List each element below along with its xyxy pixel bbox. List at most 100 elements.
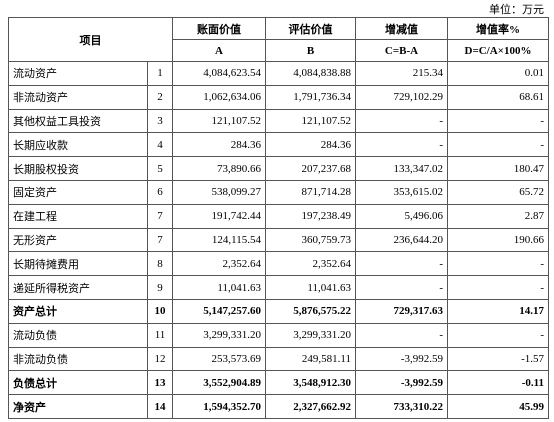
value-cell: 0.01 [447,61,549,86]
value-cell: - [447,322,549,348]
value-cell: 65.72 [447,179,549,205]
table-row: 在建工程 7 191,742.44 197,238.49 5,496.06 2.87 [8,203,549,229]
value-cell: 3,548,912.30 [265,370,356,396]
value-cell: 191,742.44 [172,203,266,229]
value-cell: 3,299,331.20 [265,322,356,348]
table-row: 其他权益工具投资 3 121,107.52 121,107.52- - [8,108,549,134]
value-cell: 121,107.52 [172,108,266,134]
item-cell: 长期待摊费用 [8,251,148,277]
table-row: 长期股权投资 5 73,890.66 207,237.68 133,347.02 180.… [8,156,549,181]
header-cell: 增值率% [447,17,549,40]
value-cell: - [355,108,448,134]
value-cell: 353,615.02 [355,179,448,205]
value-cell: 2,352.64 [265,251,356,277]
index-cell: 4 [147,132,173,158]
value-cell: - [447,132,549,158]
index-cell: 9 [147,275,173,300]
value-cell: 180.47 [447,156,549,181]
header-cell: C=B-A [355,39,448,62]
item-cell: 递延所得税资产 [8,275,148,300]
index-cell: 7 [147,203,173,229]
item-cell: 长期股权投资 [8,156,148,181]
item-cell: 流动资产 [8,61,148,86]
value-cell: 4,084,623.54 [172,61,266,86]
value-cell: - [447,275,549,300]
value-cell: 5,496.06 [355,203,448,229]
value-cell: - [447,108,549,134]
header-cell: A [172,39,266,62]
item-cell: 长期应收款 [8,132,148,158]
value-cell: 729,102.29 [355,84,448,110]
value-cell: - [447,251,549,277]
item-cell: 净资产 [8,394,148,419]
value-cell: 249,581.11 [265,346,356,372]
value-cell: 2.87 [447,203,549,229]
item-cell: 无形资产 [8,227,148,253]
value-cell: 284.36 [172,132,266,158]
value-cell: 538,099.27 [172,179,266,205]
index-cell: 7 [147,227,173,253]
index-cell: 1 [147,61,173,86]
value-cell: 2,327,662.92 [265,394,356,419]
header-cell: D=C/A×100% [447,39,549,62]
value-cell: - [355,275,448,300]
table-body: 流动资产 1 4,084,623.54 4,084,838.88 215.34 0.01 非… [8,61,549,419]
value-cell: 207,237.68 [265,156,356,181]
index-cell: 5 [147,156,173,181]
value-cell: 284.36 [265,132,356,158]
value-cell: 197,238.49 [265,203,356,229]
value-cell: 3,299,331.20 [172,322,266,348]
value-cell: 5,147,257.60 [172,298,266,324]
value-cell: 14.17 [447,298,549,324]
value-cell: -3,992.59 [355,370,448,396]
header-row: A B C=B-A D=C/A×100% [9,39,549,62]
item-cell: 固定资产 [8,179,148,205]
value-cell: 73,890.66 [172,156,266,181]
index-cell: 8 [147,251,173,277]
index-cell: 12 [147,346,173,372]
value-cell: 1,791,736.34 [265,84,356,110]
value-cell: 1,062,634.06 [172,84,266,110]
value-cell: -1.57 [447,346,549,372]
index-cell: 14 [147,394,173,419]
item-cell: 负债总计 [8,370,148,396]
item-cell: 非流动负债 [8,346,148,372]
table-row: 资产总计 10 5,147,257.60 5,876,575.22 729,317.63… [8,298,549,324]
value-cell: 68.61 [447,84,549,110]
value-cell: 215.34 [355,61,448,86]
value-cell: 729,317.63 [355,298,448,324]
value-cell: - [355,322,448,348]
value-cell: 4,084,838.88 [265,61,356,86]
value-cell: 190.66 [447,227,549,253]
header-row: 项目 账面价值 评估价值 增减值 增值率% [8,17,549,62]
item-cell: 流动负债 [8,322,148,348]
value-cell: 360,759.73 [265,227,356,253]
value-cell: 133,347.02 [355,156,448,181]
index-cell: 6 [147,179,173,205]
value-cell: -0.11 [447,370,549,396]
item-cell: 其他权益工具投资 [8,108,148,134]
value-cell: -3,992.59 [355,346,448,372]
table-row: 长期应收款 4 284.36 284.36- - [8,132,549,158]
value-cell: 253,573.69 [172,346,266,372]
value-cell: 2,352.64 [172,251,266,277]
index-cell: 11 [147,322,173,348]
value-cell: 11,041.63 [265,275,356,300]
table-row: 流动资产 1 4,084,623.54 4,084,838.88 215.34 0.01 [8,61,549,86]
value-cell: 1,594,352.70 [172,394,266,419]
value-cell: - [355,132,448,158]
header-cell: 评估价值 [265,17,356,40]
header-cell: 增减值 [355,17,448,40]
index-cell: 2 [147,84,173,110]
value-cell: 121,107.52 [265,108,356,134]
table-row: 流动负债 11 3,299,331.20 3,299,331.20- - [8,322,549,348]
item-cell: 非流动资产 [8,84,148,110]
unit-note: 单位：万元 [489,4,544,16]
item-cell: 在建工程 [8,203,148,229]
value-cell: 236,644.20 [355,227,448,253]
table-row: 负债总计 13 3,552,904.89 3,548,912.30 -3,992.59-… [8,370,549,396]
table-row: 固定资产 6 538,099.27 871,714.28 353,615.02 65.72 [8,179,549,205]
value-cell: 733,310.22 [355,394,448,419]
value-cell: - [355,251,448,277]
